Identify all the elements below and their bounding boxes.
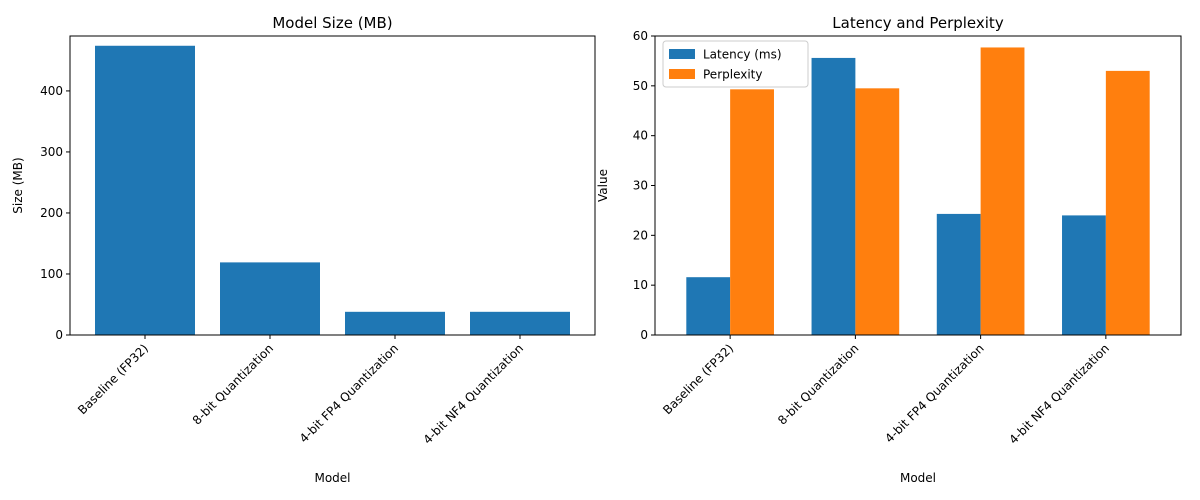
y-tick-label: 30	[633, 179, 648, 193]
bar-size-4-bit-fp4-quantization	[345, 311, 445, 335]
x-axis-label: Model	[900, 471, 936, 485]
bar-latency-ms-baseline-fp32	[686, 277, 731, 335]
y-tick-label: 400	[40, 84, 63, 98]
chart-title: Latency and Perplexity	[832, 14, 1004, 32]
x-tick-label: 8-bit Quantization	[775, 341, 861, 427]
x-tick-label: Baseline (FP32)	[75, 341, 151, 417]
bar-size-8-bit-quantization	[220, 262, 320, 335]
bar-latency-ms-4-bit-nf4-quantization	[1062, 215, 1106, 335]
latency-perplexity-chart: 0 10 20 30 40 50 60 Baseline (FP32) 8-bit Quanti…	[596, 14, 1182, 485]
bar-latency-ms-8-bit-quantization	[811, 57, 856, 335]
bar-perplexity-8-bit-quantization	[855, 88, 900, 335]
x-tick-label: 8-bit Quantization	[190, 341, 276, 427]
y-axis-label: Size (MB)	[11, 157, 25, 213]
y-tick-label: 60	[633, 29, 648, 43]
y-tick-label: 0	[55, 328, 63, 342]
y-axis-label: Value	[596, 169, 610, 202]
x-tick-label: 4-bit FP4 Quantization	[882, 341, 986, 445]
legend-label-latency-ms: Latency (ms)	[703, 48, 782, 62]
bar-latency-ms-4-bit-fp4-quantization	[936, 213, 981, 335]
bar-size-4-bit-nf4-quantization	[470, 311, 570, 335]
y-tick-label: 20	[633, 228, 648, 242]
model-size-chart: 0 100 200 300 400 Baseline (FP32) 8-bit Quanti…	[11, 14, 596, 485]
legend: Latency (ms) Perplexity	[662, 40, 809, 88]
bar-perplexity-4-bit-nf4-quantization	[1105, 70, 1150, 335]
x-axis-label: Model	[314, 471, 350, 485]
axes-frame	[69, 35, 596, 336]
bar-perplexity-baseline-fp32	[730, 89, 774, 336]
legend-label-perplexity: Perplexity	[703, 68, 763, 82]
x-tick-label: 4-bit NF4 Quantization	[420, 341, 526, 447]
x-tick-label: Baseline (FP32)	[660, 341, 736, 417]
x-tick-label: 4-bit FP4 Quantization	[297, 341, 401, 445]
x-tick-label: 4-bit NF4 Quantization	[1006, 341, 1112, 447]
y-tick-label: 50	[633, 79, 648, 93]
y-tick-label: 300	[40, 145, 63, 159]
legend-swatch-latency-ms	[669, 49, 695, 59]
legend-swatch-perplexity	[669, 69, 695, 79]
legend-box	[662, 40, 809, 88]
chart-title: Model Size (MB)	[272, 14, 392, 32]
bar-size-baseline-fp32	[95, 45, 195, 335]
y-tick-label: 100	[40, 267, 63, 281]
y-tick-label: 0	[640, 328, 648, 342]
bar-perplexity-4-bit-fp4-quantization	[980, 47, 1025, 335]
y-tick-label: 200	[40, 206, 63, 220]
y-tick-label: 10	[633, 278, 648, 292]
y-tick-label: 40	[633, 129, 648, 143]
